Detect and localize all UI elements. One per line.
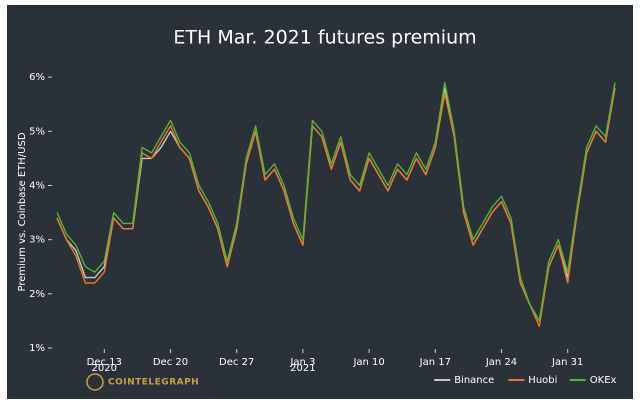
x-tick-label: Jan 10 xyxy=(352,357,384,368)
logo-icon xyxy=(86,373,104,391)
legend-label: Huobi xyxy=(528,375,557,386)
logo: COINTELEGRAPH xyxy=(86,373,199,391)
legend-label: OKEx xyxy=(590,375,617,386)
y-tick-label: 5% xyxy=(29,126,45,137)
y-tick-label: 3% xyxy=(29,235,45,246)
x-tick-label: Jan 24 xyxy=(485,357,517,368)
x-tick-label: Dec 27 xyxy=(219,357,254,368)
y-tick-label: 2% xyxy=(29,289,45,300)
x-tick-label: Dec 13 xyxy=(87,357,122,368)
y-tick-label: 4% xyxy=(29,180,45,191)
y-tick-label: 6% xyxy=(29,72,45,83)
y-tick-label: 1% xyxy=(29,343,45,354)
y-axis-label: Premium vs. Coinbase ETH/USD xyxy=(17,132,28,291)
year-label: 2021 xyxy=(290,363,315,374)
series-line xyxy=(56,81,616,322)
chart-title: ETH Mar. 2021 futures premium xyxy=(173,27,476,49)
series-line xyxy=(56,87,616,327)
x-tick-label: Jan 31 xyxy=(551,357,583,368)
year-label: 2020 xyxy=(92,363,117,374)
panel xyxy=(7,5,633,399)
x-tick-label: Jan 3 xyxy=(289,357,315,368)
watermark: COINTELEGRAPH xyxy=(108,378,199,388)
legend-label: Binance xyxy=(454,375,494,386)
x-tick-label: Dec 20 xyxy=(153,357,188,368)
x-tick-label: Jan 17 xyxy=(419,357,451,368)
